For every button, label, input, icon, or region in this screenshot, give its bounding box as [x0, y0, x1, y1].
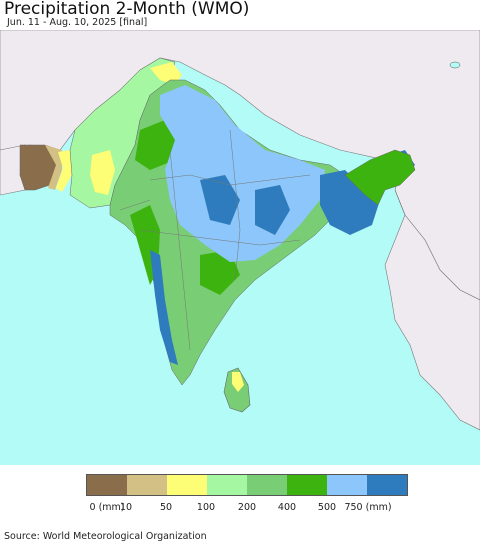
legend-label-2: 50 [159, 502, 173, 513]
region-50mm-north [150, 62, 182, 85]
legend-label-0: 0 (mm) [89, 502, 125, 513]
legend-swatch-0 [87, 475, 127, 495]
region-750mm-east [255, 185, 290, 235]
map-title: Precipitation 2-Month (WMO) [4, 0, 250, 19]
region-50mm-sri-lanka [232, 372, 244, 392]
precipitation-map [0, 30, 480, 465]
legend-color-bar [86, 474, 408, 496]
region-750mm-central [200, 175, 240, 225]
state-borders [119, 129, 311, 351]
legend-label-3: 100 [196, 502, 216, 513]
region-10mm-strip [45, 145, 62, 190]
region-750mm-westghats [150, 250, 178, 365]
region-750mm-bangladesh [320, 170, 380, 235]
legend-label-4: 200 [237, 502, 257, 513]
legend-swatch-3 [207, 475, 247, 495]
legend [86, 474, 408, 496]
legend-label-5: 400 [277, 502, 297, 513]
legend-label-7: 750 (mm) [344, 502, 392, 513]
legend-label-6: 500 [317, 502, 337, 513]
legend-swatch-1 [127, 475, 167, 495]
legend-swatch-7 [367, 475, 407, 495]
legend-label-1: 10 [119, 502, 133, 513]
legend-swatch-2 [167, 475, 207, 495]
legend-swatch-5 [287, 475, 327, 495]
region-50mm-west [56, 150, 72, 192]
map-subtitle: Jun. 11 - Aug. 10, 2025 [final] [7, 17, 148, 28]
outside-land-myanmar [384, 189, 480, 431]
region-400mm-northeast [344, 149, 416, 206]
legend-swatch-4 [247, 475, 287, 495]
map-svg [0, 30, 480, 465]
legend-labels: 0 (mm) 10 50 100 200 400 500 750 (mm) [0, 502, 480, 516]
region-50mm-sindh [90, 150, 115, 195]
source-credit: Source: World Meteorological Organizatio… [4, 531, 207, 542]
legend-swatch-6 [327, 475, 367, 495]
lake-tibet [449, 61, 461, 69]
